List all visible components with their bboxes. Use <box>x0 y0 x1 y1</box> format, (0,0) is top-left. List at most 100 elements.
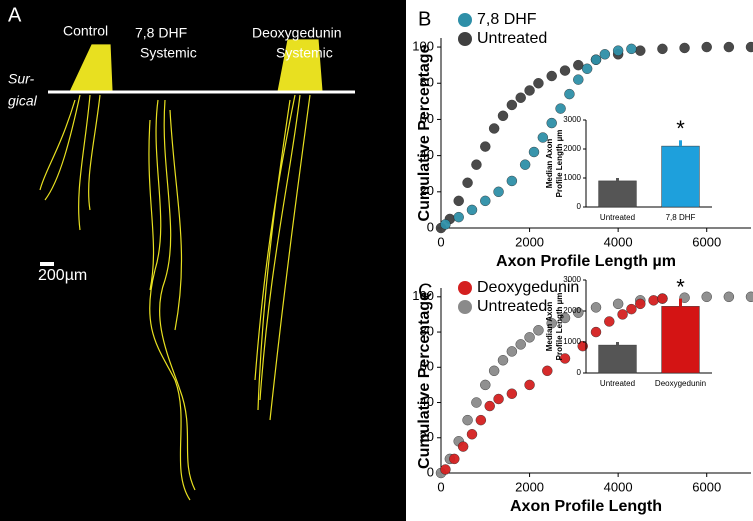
data-point <box>528 146 540 158</box>
y-axis-label: Cumulative Percentage <box>416 292 433 469</box>
x-tick-label: 4000 <box>604 234 633 249</box>
bar <box>661 145 700 208</box>
data-point <box>497 110 509 122</box>
data-point <box>519 159 531 170</box>
y-axis-label: Profile Length µm <box>555 293 564 361</box>
data-point <box>524 379 535 391</box>
y-tick-label: 100 <box>412 288 434 303</box>
surgical-label: Sur- <box>8 71 35 87</box>
data-point <box>449 453 460 465</box>
y-axis-label: Profile Length µm <box>555 130 564 198</box>
data-point <box>599 49 611 60</box>
data-point <box>533 78 544 89</box>
panel-label: C <box>418 280 432 302</box>
y-axis-label: Cumulative Percentage <box>416 44 433 221</box>
panel-label: B <box>418 8 431 30</box>
x-tick-label: 6000 <box>692 479 721 494</box>
data-point <box>626 303 637 315</box>
legend-marker <box>458 281 472 295</box>
data-point <box>573 307 584 318</box>
legend-marker <box>458 300 472 314</box>
y-tick-label: 80 <box>420 323 434 338</box>
data-point <box>506 346 518 357</box>
y-axis-label: Median Axon <box>545 302 554 352</box>
y-tick-label: 1000 <box>563 337 581 346</box>
y-tick-label: 2000 <box>563 306 581 315</box>
micrograph <box>0 0 406 521</box>
data-point <box>453 195 464 207</box>
data-point <box>484 400 495 412</box>
x-axis-label: Axon Profile Length <box>510 498 662 515</box>
data-point <box>612 298 624 310</box>
x-tick-label: 6000 <box>692 234 721 249</box>
bar <box>598 344 637 374</box>
data-point <box>466 204 478 216</box>
legend-label: Deoxygedunin <box>477 279 579 296</box>
y-tick-label: 40 <box>420 394 434 409</box>
data-point <box>546 70 557 82</box>
column-label: Deoxygedunin <box>252 25 342 41</box>
data-point <box>590 54 602 65</box>
panel-a: A Control 7,8 DHF Systemic Deoxygedunin … <box>0 0 406 521</box>
y-tick-label: 0 <box>427 464 434 479</box>
y-tick-label: 60 <box>420 111 434 126</box>
panel-label: A <box>8 4 22 26</box>
data-point <box>440 464 451 475</box>
data-point <box>515 92 526 103</box>
data-point <box>723 291 735 303</box>
column-label: Control <box>63 23 108 39</box>
column-label: Systemic <box>140 45 197 61</box>
data-point <box>533 325 544 336</box>
x-tick-label: 2000 <box>515 479 544 494</box>
data-point <box>679 42 690 54</box>
data-point <box>590 302 602 313</box>
data-point <box>462 177 473 188</box>
data-point <box>493 393 504 405</box>
x-tick-label: 0 <box>437 234 444 249</box>
surgical-label: gical <box>8 93 38 109</box>
data-point <box>701 41 712 53</box>
data-point <box>546 117 557 129</box>
data-point <box>471 397 482 408</box>
data-point <box>555 103 566 114</box>
y-tick-label: 3000 <box>563 275 581 284</box>
data-point <box>457 441 469 452</box>
legend-marker <box>458 32 472 46</box>
column-label: 7,8 DHF <box>135 25 187 41</box>
data-point <box>573 59 584 71</box>
bar <box>598 180 637 208</box>
x-tick-label: Deoxygedunin <box>655 379 706 388</box>
data-point <box>497 355 509 366</box>
data-point <box>559 65 571 76</box>
y-tick-label: 0 <box>577 368 582 377</box>
y-tick-label: 60 <box>420 359 434 374</box>
data-point <box>635 298 646 310</box>
data-point <box>480 195 491 207</box>
data-point <box>723 41 735 53</box>
data-point <box>506 175 518 187</box>
data-point <box>440 219 451 230</box>
y-tick-label: 1000 <box>563 173 581 182</box>
data-point <box>475 414 487 426</box>
x-tick-label: 4000 <box>604 479 633 494</box>
data-point <box>546 318 557 329</box>
data-point <box>480 141 491 152</box>
y-tick-label: 100 <box>412 38 434 53</box>
data-point <box>559 312 571 324</box>
axon-traces <box>39 39 323 501</box>
data-point <box>506 99 518 111</box>
legend-marker <box>458 13 472 27</box>
scale-bar <box>40 262 54 266</box>
data-point <box>466 429 478 440</box>
data-point <box>581 63 593 74</box>
data-point <box>612 45 624 56</box>
annotation: * <box>676 274 685 299</box>
data-point <box>679 292 690 303</box>
data-point <box>657 43 668 55</box>
data-point <box>542 365 553 377</box>
y-tick-label: 0 <box>427 219 434 234</box>
data-point <box>701 291 712 303</box>
legend-label: 7,8 DHF <box>477 11 537 28</box>
data-point <box>559 353 571 364</box>
